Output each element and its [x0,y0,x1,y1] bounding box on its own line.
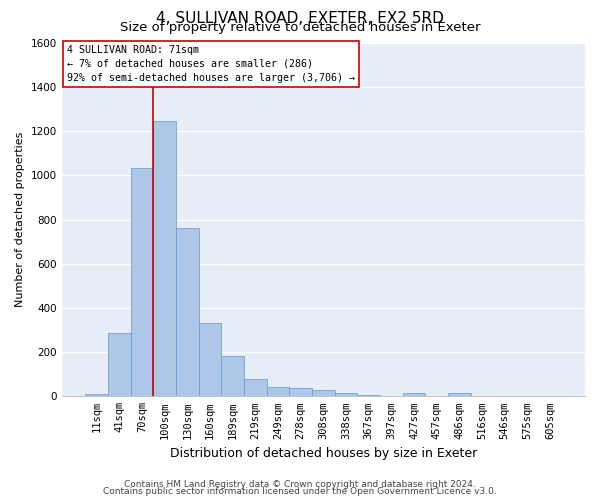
Bar [335,392,358,396]
Bar [131,168,154,396]
Bar [244,378,266,396]
Bar [403,393,425,396]
Bar [176,228,199,396]
Text: Size of property relative to detached houses in Exeter: Size of property relative to detached ho… [120,22,480,35]
Text: Contains HM Land Registry data © Crown copyright and database right 2024.: Contains HM Land Registry data © Crown c… [124,480,476,489]
Bar [221,356,244,397]
Text: 4, SULLIVAN ROAD, EXETER, EX2 5RD: 4, SULLIVAN ROAD, EXETER, EX2 5RD [156,11,444,26]
X-axis label: Distribution of detached houses by size in Exeter: Distribution of detached houses by size … [170,447,477,460]
Text: 4 SULLIVAN ROAD: 71sqm
← 7% of detached houses are smaller (286)
92% of semi-det: 4 SULLIVAN ROAD: 71sqm ← 7% of detached … [67,45,355,83]
Bar [312,390,335,396]
Y-axis label: Number of detached properties: Number of detached properties [15,132,25,308]
Bar [199,323,221,396]
Bar [108,334,131,396]
Bar [289,388,312,396]
Bar [266,386,289,396]
Text: Contains public sector information licensed under the Open Government Licence v3: Contains public sector information licen… [103,487,497,496]
Bar [85,394,108,396]
Bar [358,395,380,396]
Bar [154,120,176,396]
Bar [448,393,470,396]
